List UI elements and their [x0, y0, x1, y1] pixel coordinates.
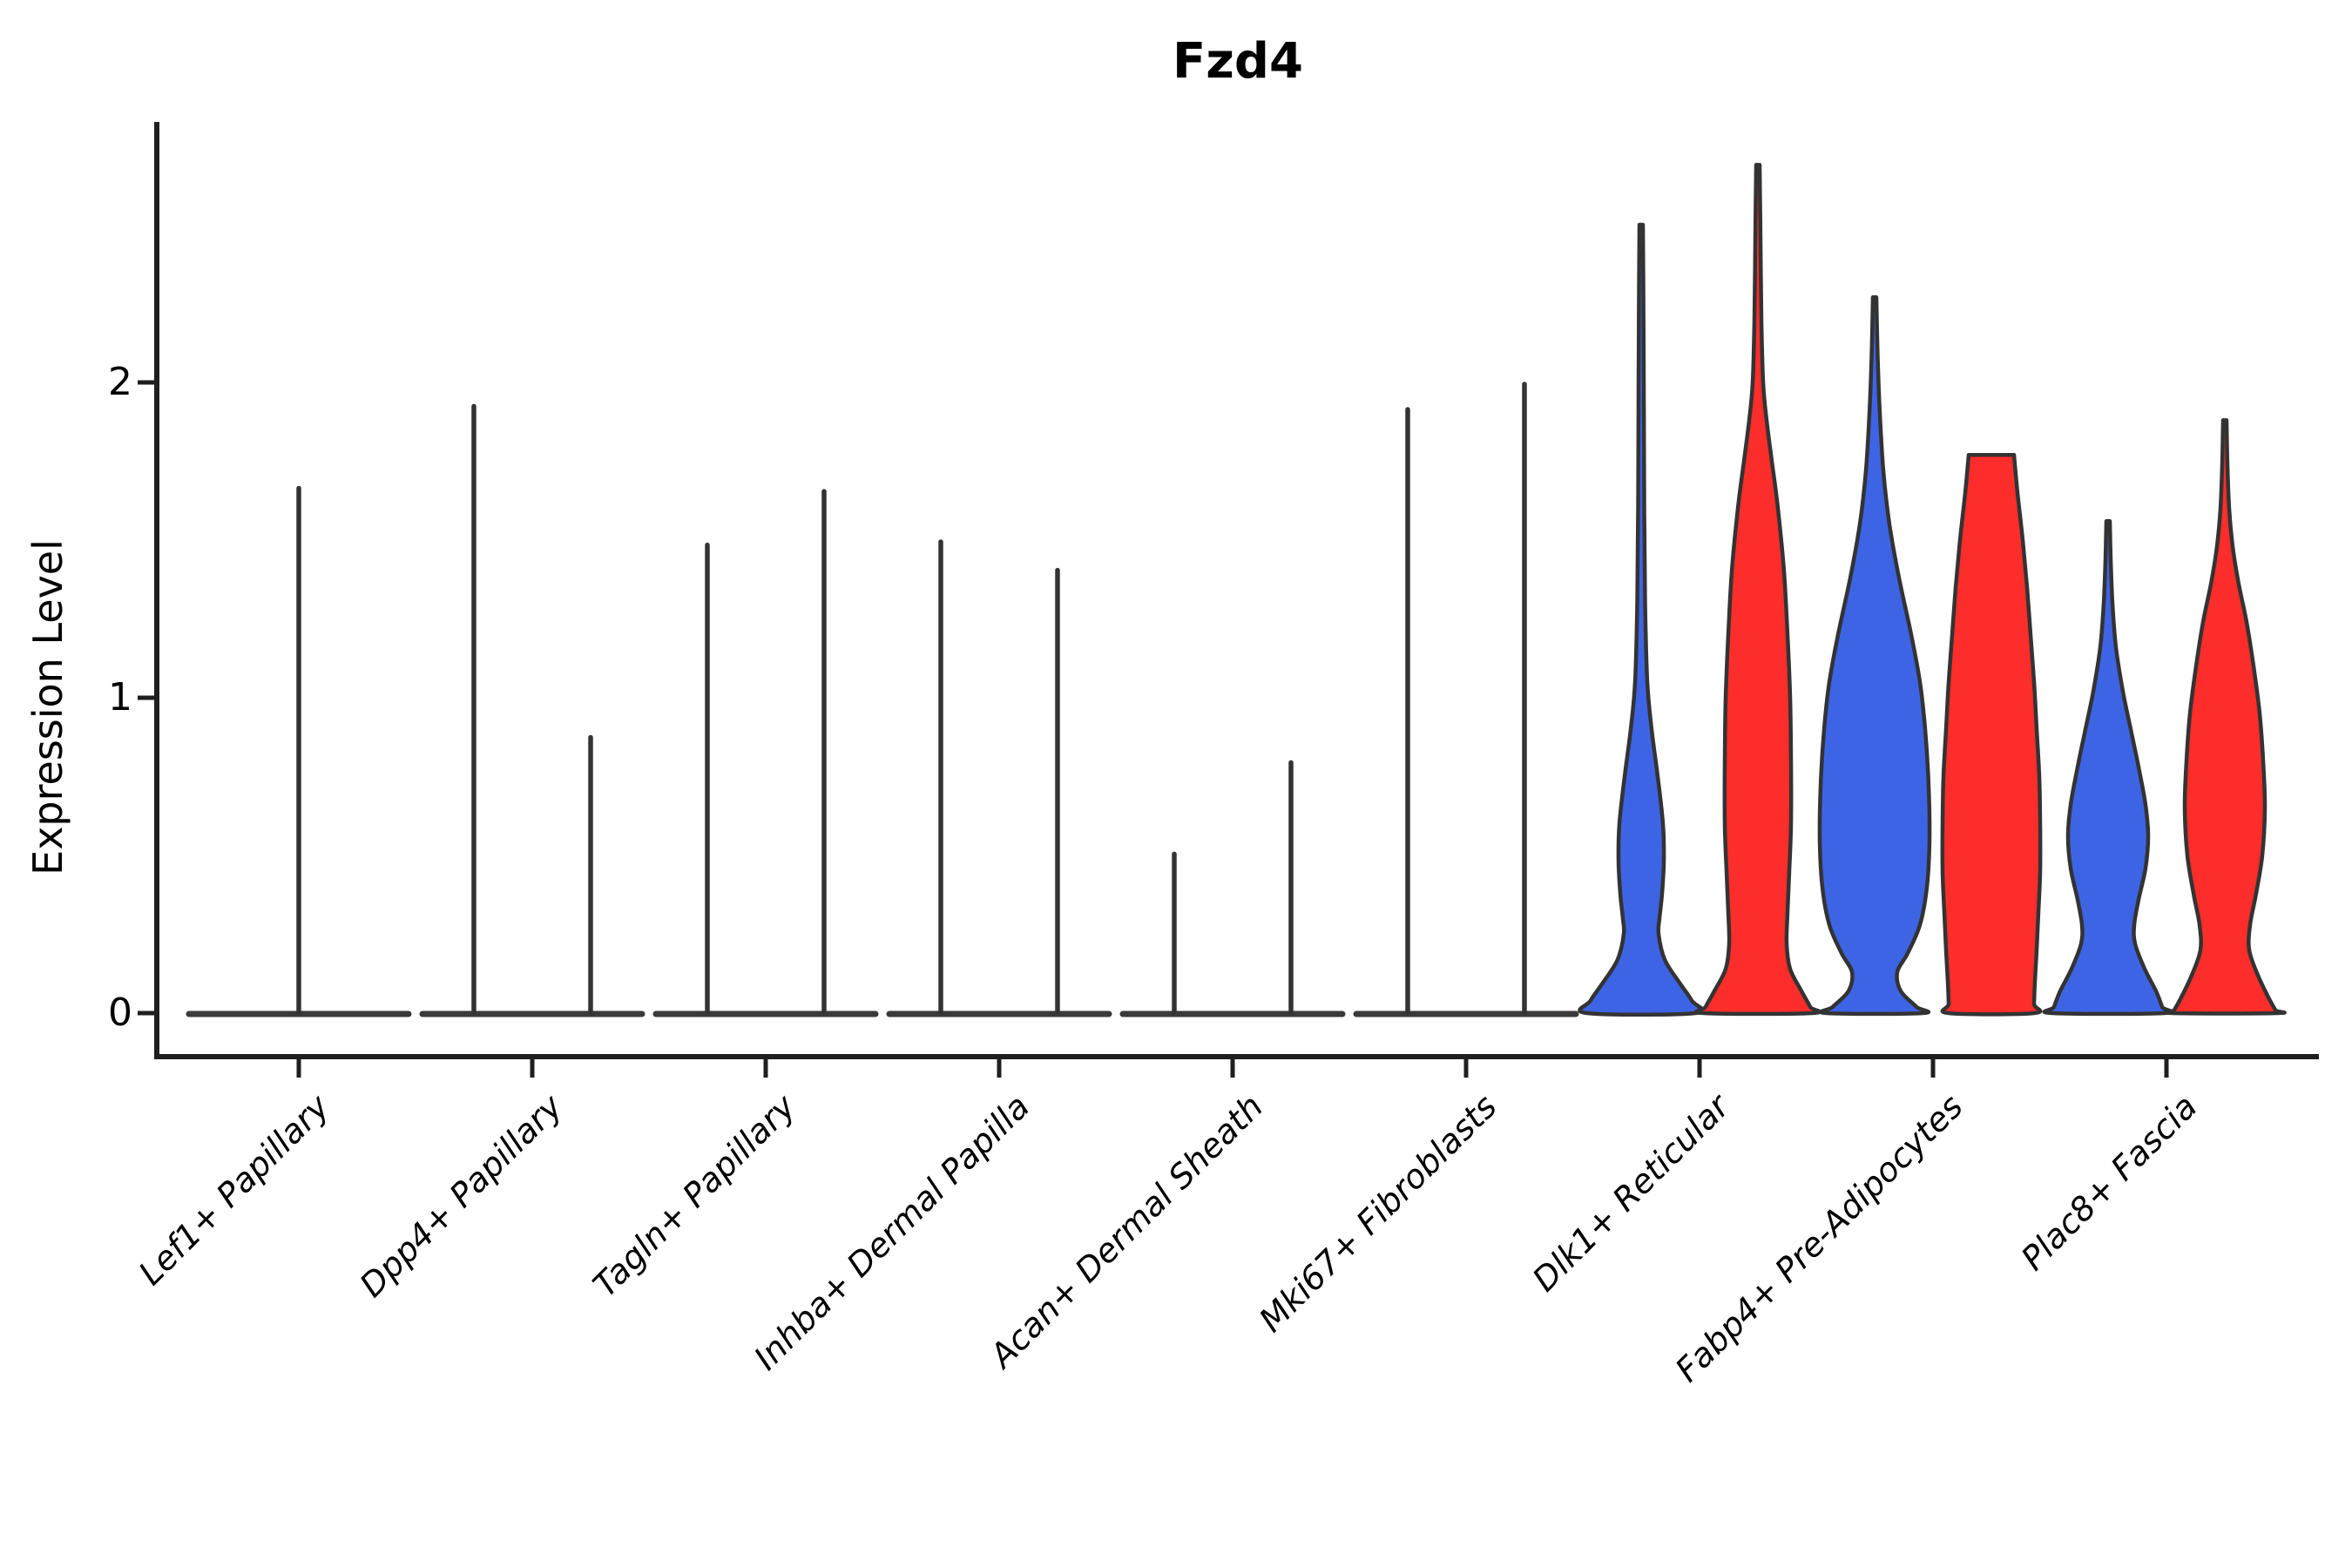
y-tick-label: 1 [108, 675, 132, 720]
chart-title: Fzd4 [1173, 33, 1303, 90]
violin-plac8-fascia-blue [2042, 519, 2174, 1017]
violin-dlk1-reticular-red [1693, 162, 1822, 1017]
y-tick-label: 0 [108, 990, 132, 1035]
violin-plac8-fascia-red [2163, 418, 2287, 1016]
y-tick-label: 2 [108, 360, 132, 404]
violin-fabp4-pre-adipocytes-red [1940, 453, 2043, 1017]
violin-fabp4-pre-adipocytes-blue [1817, 295, 1932, 1017]
violin-dlk1-reticular-blue [1578, 222, 1705, 1017]
